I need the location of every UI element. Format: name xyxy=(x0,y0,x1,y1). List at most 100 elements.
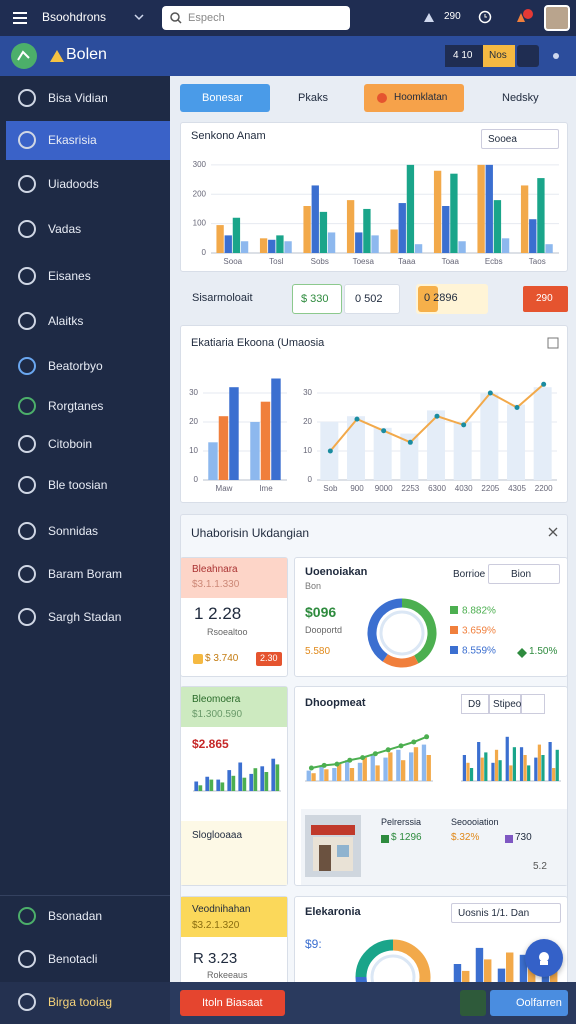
bar xyxy=(453,964,462,985)
app-name[interactable]: Bsoohdrons xyxy=(42,10,107,24)
tab[interactable]: Bonesar xyxy=(180,84,270,112)
cloud-icon[interactable] xyxy=(422,10,436,24)
nav-item[interactable]: Sonnidas xyxy=(48,524,99,538)
close-icon[interactable] xyxy=(548,527,558,537)
nav-item[interactable]: Eisanes xyxy=(48,269,91,283)
point xyxy=(354,416,360,422)
nav-item[interactable]: Vadas xyxy=(48,222,82,236)
kpi-card: Veodnihahan $3.2.1.320 R 3.23 Rokeeaus xyxy=(180,896,288,986)
bar xyxy=(520,185,529,253)
count-icon xyxy=(505,835,513,843)
nav-item[interactable]: Ble toosian xyxy=(48,478,108,492)
search-box[interactable]: Espech xyxy=(162,6,350,30)
bar xyxy=(250,422,260,480)
mini-bar-chart xyxy=(193,758,281,792)
kpi-value: 1 2.28 xyxy=(194,604,242,623)
nav-item[interactable]: Sargh Stadan xyxy=(48,610,122,624)
fab[interactable] xyxy=(525,939,563,977)
logo[interactable] xyxy=(10,42,38,70)
expand-icon[interactable] xyxy=(547,337,559,349)
bar xyxy=(253,768,258,791)
x-tick-label: 4030 xyxy=(455,484,473,493)
y-tick-label: 30 xyxy=(189,388,198,397)
donut-segment xyxy=(367,598,403,662)
bar xyxy=(414,244,423,253)
nav-item[interactable]: Ekasrisia xyxy=(48,133,97,147)
nav-icon xyxy=(18,993,36,1011)
bar xyxy=(545,244,553,253)
nav-icon xyxy=(18,175,36,193)
nav-item[interactable]: Baram Boram xyxy=(48,567,123,581)
bar xyxy=(406,164,415,253)
legend-swatch xyxy=(450,626,458,634)
line xyxy=(311,735,427,769)
bar xyxy=(232,217,241,253)
notification-icon[interactable] xyxy=(514,8,536,26)
bar xyxy=(453,422,472,480)
bar xyxy=(362,757,367,781)
top-bar: Bsoohdrons Espech 290 xyxy=(0,0,576,36)
point xyxy=(411,739,417,745)
point xyxy=(321,762,327,768)
nav-item[interactable]: Bisa Vidian xyxy=(48,91,108,105)
button[interactable]: D9 xyxy=(461,694,489,714)
tab[interactable]: Hoomklatan xyxy=(364,84,464,112)
product-panel: Pelrerssia $ 1296 Seoooiation $.32% 730 … xyxy=(301,809,567,885)
bar xyxy=(198,785,203,791)
kpi-card: Bleahnara $3.1.1.330 1 2.28 Rsoealtoo $ … xyxy=(180,557,288,677)
nav-item[interactable]: Beatorbyo xyxy=(48,359,103,373)
nav-item[interactable]: Rorgtanes xyxy=(48,399,104,413)
nav-item[interactable]: Bsonadan xyxy=(48,909,103,923)
bar xyxy=(373,427,392,480)
diamond-icon xyxy=(517,648,527,658)
bar xyxy=(491,762,495,781)
point xyxy=(334,761,340,767)
footer-button[interactable]: Itoln Biasaat xyxy=(180,990,285,1016)
nav-item[interactable]: Citoboin xyxy=(48,437,93,451)
footer-button[interactable]: Oolfarren xyxy=(490,990,568,1016)
bar xyxy=(480,393,499,480)
bar xyxy=(498,760,502,781)
x-tick-label: Toesa xyxy=(353,257,375,266)
x-tick-label: Taaa xyxy=(398,257,416,266)
stat-box: $ 330 xyxy=(292,284,342,314)
nav-icon xyxy=(18,267,36,285)
bar xyxy=(355,232,363,253)
dropdown[interactable]: Sooea xyxy=(481,129,559,149)
nav-item[interactable]: Alaitks xyxy=(48,314,84,328)
bar xyxy=(209,779,214,791)
tab-label: Hoomklatan xyxy=(394,92,448,103)
avatar[interactable] xyxy=(544,5,570,31)
chevron-button[interactable] xyxy=(521,694,545,714)
tab-label[interactable]: Nedsky xyxy=(502,92,539,104)
settings-icon[interactable] xyxy=(550,50,562,62)
kpi-card: Bleomoera $1.300.590 $2.865 Sloglooaaa xyxy=(180,686,288,886)
icon-button[interactable] xyxy=(517,45,539,67)
bar xyxy=(398,203,406,253)
product-score: 5.2 xyxy=(533,861,547,872)
bar xyxy=(537,178,545,253)
nav-item[interactable]: Benotacli xyxy=(48,952,98,966)
tab-label[interactable]: Pkaks xyxy=(298,92,328,104)
button[interactable]: Stipeo xyxy=(489,694,521,714)
card-header xyxy=(181,897,287,937)
bar xyxy=(529,219,537,253)
clock-icon[interactable] xyxy=(478,10,492,24)
nav-item[interactable]: Uiadoods xyxy=(48,177,99,191)
header-button[interactable]: Nos xyxy=(483,45,515,67)
bar xyxy=(327,232,336,253)
bar-chart: 0 100 200 300 Sooa Tosl Sobs Toesa Taaa Toaa Ecbs T… xyxy=(193,160,559,266)
icon-button[interactable] xyxy=(460,990,486,1016)
kpi-value: $2.865 xyxy=(192,737,229,751)
stats-label: Sisarmoloait xyxy=(192,292,253,304)
nav-icon xyxy=(18,89,36,107)
dropdown[interactable]: Uosnis 1/1. Dan xyxy=(451,903,561,923)
nav-item[interactable]: Birga tooiag xyxy=(48,995,113,1009)
dropdown[interactable]: Bion xyxy=(488,564,560,584)
y-tick-label: 300 xyxy=(193,160,207,169)
amount: $ 3.740 xyxy=(205,653,239,664)
y-tick-label: 100 xyxy=(193,219,207,228)
menu-icon[interactable] xyxy=(12,10,28,26)
header-button[interactable]: 4 10 xyxy=(445,45,483,67)
